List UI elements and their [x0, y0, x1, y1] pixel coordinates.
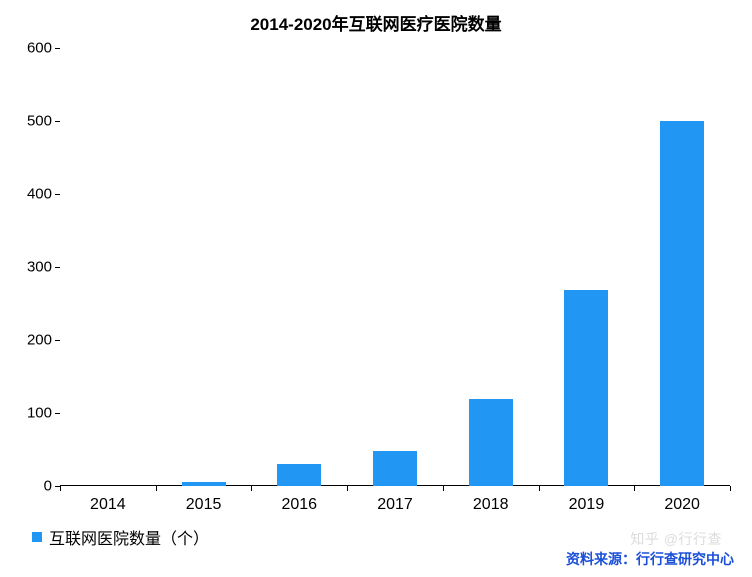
x-tick-label: 2020: [664, 496, 700, 514]
x-tick-label: 2017: [377, 496, 413, 514]
legend-label: 互联网医院数量（个）: [49, 525, 209, 549]
x-tick-label: 2019: [569, 496, 605, 514]
x-tick-mark: [443, 486, 444, 491]
bar: [660, 121, 704, 486]
legend-swatch: [32, 532, 42, 542]
bar: [564, 290, 608, 486]
bar: [469, 399, 513, 486]
chart-title: 2014-2020年互联网医疗医院数量: [0, 0, 752, 35]
x-tick-mark: [634, 486, 635, 491]
y-tick-mark: [55, 267, 60, 268]
x-tick-mark: [60, 486, 61, 491]
y-tick-mark: [55, 48, 60, 49]
x-tick-label: 2015: [186, 496, 222, 514]
y-tick-label: 600: [27, 40, 52, 57]
y-tick-label: 0: [44, 478, 52, 495]
watermark: 知乎 @行行查: [630, 529, 722, 549]
chart-area: 0100200300400500600201420152016201720182…: [60, 48, 730, 486]
y-tick-label: 300: [27, 259, 52, 276]
y-tick-mark: [55, 413, 60, 414]
x-tick-mark: [156, 486, 157, 491]
bar: [373, 451, 417, 486]
y-tick-mark: [55, 194, 60, 195]
x-tick-mark: [730, 486, 731, 491]
source-attribution: 资料来源：行行查研究中心: [566, 549, 734, 569]
x-tick-label: 2018: [473, 496, 509, 514]
y-tick-label: 200: [27, 332, 52, 349]
bar: [277, 464, 321, 486]
x-tick-mark: [347, 486, 348, 491]
y-tick-mark: [55, 340, 60, 341]
y-tick-label: 100: [27, 405, 52, 422]
y-tick-mark: [55, 121, 60, 122]
y-tick-label: 400: [27, 186, 52, 203]
x-tick-mark: [251, 486, 252, 491]
x-tick-mark: [539, 486, 540, 491]
x-tick-label: 2014: [90, 496, 126, 514]
bar: [182, 482, 226, 486]
y-tick-label: 500: [27, 113, 52, 130]
legend: 互联网医院数量（个）: [32, 525, 209, 549]
plot-region: 0100200300400500600201420152016201720182…: [60, 48, 730, 486]
x-tick-label: 2016: [281, 496, 317, 514]
